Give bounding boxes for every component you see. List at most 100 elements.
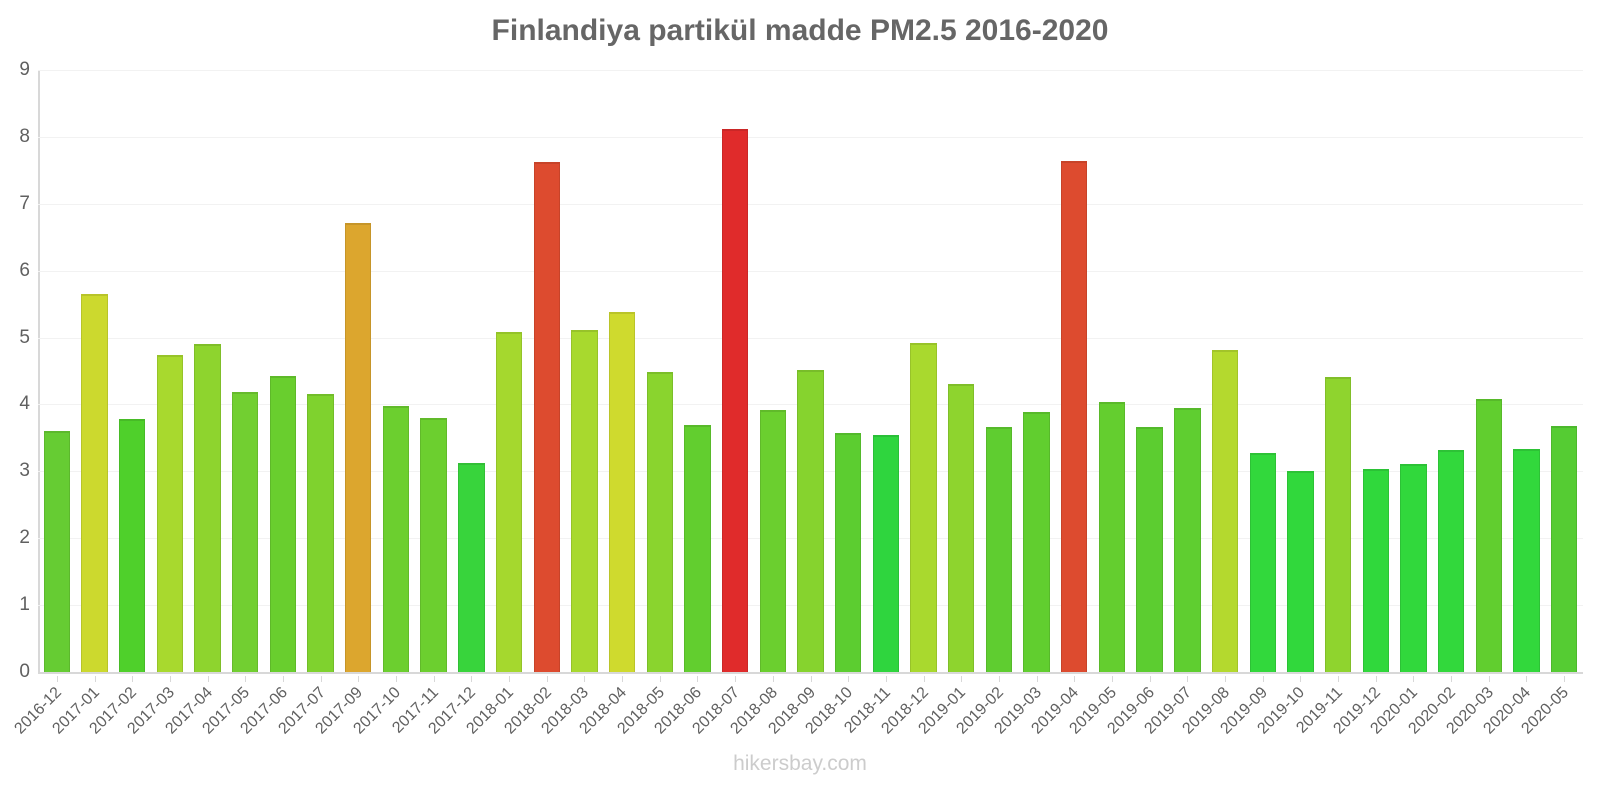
bar[interactable]	[684, 425, 711, 672]
bar[interactable]	[119, 419, 146, 672]
x-axis-tick	[1300, 676, 1302, 682]
y-axis-tick-label: 4	[19, 393, 30, 415]
bar[interactable]	[1061, 160, 1088, 672]
x-axis-tick	[1338, 676, 1340, 682]
source-watermark: hikersbay.com	[733, 752, 867, 775]
x-axis-tick	[1564, 676, 1566, 682]
y-axis-tick-label: 0	[19, 661, 30, 682]
bar[interactable]	[1249, 453, 1276, 672]
bar[interactable]	[382, 406, 410, 672]
gridline	[38, 672, 1583, 674]
x-axis-tick	[395, 676, 397, 682]
y-axis-labels: 0 1 2 3 4 5 6 7 8 9	[0, 59, 30, 682]
x-axis-tick	[1375, 676, 1377, 682]
x-axis-tick	[1488, 676, 1490, 682]
bar[interactable]	[1513, 449, 1540, 672]
bar[interactable]	[307, 394, 334, 672]
plot-area	[38, 70, 1583, 674]
bar[interactable]	[1211, 349, 1239, 672]
y-axis-tick-label: 5	[19, 326, 30, 348]
bar[interactable]	[608, 312, 636, 672]
bar[interactable]	[458, 462, 485, 672]
bar[interactable]	[721, 128, 749, 672]
bar[interactable]	[1437, 449, 1465, 672]
x-axis-tick	[697, 676, 699, 682]
x-axis-tick	[1187, 676, 1189, 682]
x-axis-tick	[1074, 676, 1076, 682]
bar[interactable]	[646, 372, 673, 672]
bar[interactable]	[948, 383, 975, 672]
bar[interactable]	[1023, 411, 1050, 672]
bar[interactable]	[571, 329, 598, 672]
bar[interactable]	[834, 432, 862, 672]
x-axis-tick	[584, 676, 586, 682]
x-axis-tick	[509, 676, 511, 682]
x-axis-tick	[245, 676, 247, 682]
gridline	[38, 337, 1583, 339]
x-axis-tick	[810, 676, 812, 682]
bar[interactable]	[156, 354, 184, 672]
x-axis-tick	[1036, 676, 1038, 682]
x-axis-tick	[1451, 676, 1453, 682]
bar[interactable]	[1287, 470, 1314, 672]
bar[interactable]	[269, 375, 297, 672]
x-axis-tick	[1526, 676, 1528, 682]
x-axis-tick	[282, 676, 284, 682]
bar-series	[38, 70, 1583, 672]
bar[interactable]	[759, 409, 786, 672]
x-axis-tick	[358, 676, 360, 682]
chart-title: Finlandiya partikül madde PM2.5 2016-202…	[491, 14, 1109, 47]
bar[interactable]	[345, 222, 372, 672]
bar[interactable]	[797, 369, 824, 672]
x-axis-tick	[207, 676, 209, 682]
x-axis-tick	[622, 676, 624, 682]
gridline	[38, 136, 1583, 138]
y-axis-tick-label: 7	[19, 192, 30, 214]
x-axis-tick	[1111, 676, 1113, 682]
y-axis-tick-label: 6	[19, 259, 30, 281]
bar[interactable]	[533, 162, 560, 672]
bar[interactable]	[872, 435, 900, 672]
bar[interactable]	[1098, 402, 1126, 672]
x-axis-tick	[659, 676, 661, 682]
gridline	[38, 70, 1583, 71]
bar[interactable]	[194, 344, 221, 672]
x-axis-labels: 2016-12 2017-01 2017-02 2017-03 2017-04 2017-…	[11, 676, 1583, 766]
bar[interactable]	[1475, 399, 1502, 672]
bar[interactable]	[81, 294, 108, 672]
y-axis-tick-label: 9	[19, 59, 30, 80]
y-axis-line	[38, 70, 40, 674]
bar[interactable]	[420, 417, 447, 672]
bar[interactable]	[1400, 463, 1427, 672]
bar[interactable]	[1550, 425, 1578, 672]
x-axis-tick	[998, 676, 1000, 682]
x-axis-tick	[735, 676, 737, 682]
x-axis-tick	[772, 676, 774, 682]
x-axis-tick	[56, 676, 58, 682]
bar[interactable]	[495, 332, 523, 672]
bar[interactable]	[1324, 377, 1352, 672]
gridline	[38, 203, 1583, 205]
bar[interactable]	[1174, 408, 1201, 672]
x-axis-tick	[132, 676, 134, 682]
x-axis-tick	[169, 676, 171, 682]
bar[interactable]	[43, 431, 71, 672]
x-axis-tick	[94, 676, 96, 682]
x-axis-tick	[1149, 676, 1151, 682]
x-axis-tick	[961, 676, 963, 682]
y-axis-tick-label: 2	[19, 527, 30, 549]
gridline	[38, 270, 1583, 272]
bar[interactable]	[1136, 427, 1163, 672]
x-axis-tick	[848, 676, 850, 682]
bar[interactable]	[910, 342, 937, 672]
x-axis-tick	[433, 676, 435, 682]
x-axis-tick	[1225, 676, 1226, 682]
bar[interactable]	[985, 426, 1013, 672]
bar[interactable]	[1362, 469, 1389, 672]
x-axis-tick	[923, 676, 925, 682]
x-axis-tick	[1262, 676, 1264, 682]
y-axis-tick-label: 8	[19, 125, 30, 147]
x-axis-tick	[320, 676, 322, 682]
bar[interactable]	[232, 392, 259, 672]
